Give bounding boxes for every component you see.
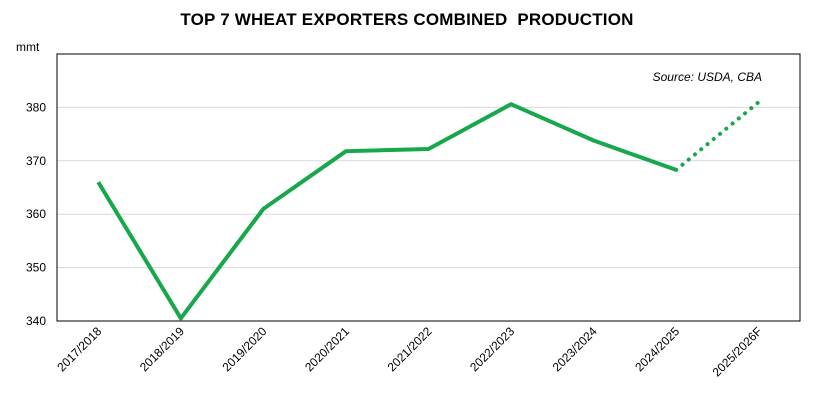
x-tick-label: 2019/2020	[219, 324, 269, 374]
x-tick-label: 2021/2022	[385, 324, 435, 374]
y-tick-label: 340	[26, 314, 46, 328]
data-point	[757, 100, 761, 104]
data-point	[261, 207, 265, 211]
plot-area-frame	[56, 53, 801, 322]
y-tick-label: 370	[26, 154, 46, 168]
data-point	[509, 102, 513, 106]
data-point	[344, 149, 348, 153]
x-tick-label: 2018/2019	[137, 324, 187, 374]
source-note: Source: USDA, CBA	[653, 70, 762, 84]
x-tick-label: 2024/2025	[632, 324, 682, 374]
y-axis-ticks: 340 350 360 370 380	[26, 100, 46, 328]
x-tick-label: 2023/2024	[550, 324, 600, 374]
x-tick-label: 2017/2018	[54, 324, 104, 374]
series-group	[96, 100, 761, 321]
data-point	[427, 147, 431, 151]
y-tick-label: 380	[26, 100, 46, 114]
data-point	[96, 180, 100, 184]
data-point	[592, 139, 596, 143]
x-tick-label: 2025/2026F	[710, 324, 765, 379]
y-tick-label: 350	[26, 261, 46, 275]
data-point	[674, 168, 678, 172]
data-point	[179, 316, 183, 320]
chart-title: TOP 7 WHEAT EXPORTERS COMBINED PRODUCTIO…	[180, 10, 634, 29]
x-tick-label: 2020/2021	[302, 324, 352, 374]
y-tick-label: 360	[26, 207, 46, 221]
x-tick-label: 2022/2023	[467, 324, 517, 374]
y-axis-label: mmt	[16, 40, 40, 54]
x-axis-ticks: 2017/2018 2018/2019 2019/2020 2020/2021 2021…	[54, 324, 764, 379]
forecast-line	[674, 100, 761, 172]
series-line	[96, 102, 677, 321]
